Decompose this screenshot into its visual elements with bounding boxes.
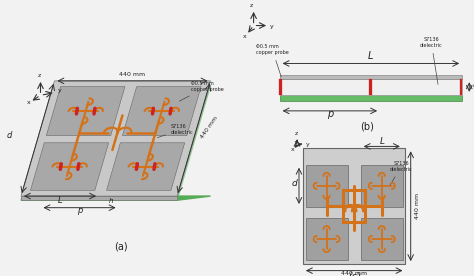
Bar: [370, 79, 373, 95]
Bar: [280, 79, 462, 95]
Text: p: p: [327, 109, 333, 119]
Bar: [280, 75, 462, 79]
Text: S7136
dielectric: S7136 dielectric: [390, 161, 413, 185]
Polygon shape: [30, 143, 109, 190]
Text: S7136
dielectric: S7136 dielectric: [420, 37, 443, 84]
Text: 440 mm: 440 mm: [200, 115, 219, 139]
Text: (c): (c): [348, 272, 361, 276]
Bar: [459, 79, 462, 95]
Text: 440 mm: 440 mm: [415, 193, 419, 219]
Polygon shape: [107, 143, 185, 190]
Text: y: y: [306, 142, 310, 147]
Text: d: d: [292, 179, 297, 188]
Polygon shape: [21, 196, 210, 200]
Text: h: h: [472, 80, 474, 89]
Text: x: x: [291, 147, 295, 152]
Text: d: d: [7, 131, 12, 140]
Bar: [306, 165, 347, 207]
Text: Φ0.5 mm
copper probe: Φ0.5 mm copper probe: [256, 44, 289, 77]
Bar: [279, 79, 282, 95]
Text: h: h: [109, 198, 113, 204]
Text: Φ0.5 mm
copper probe: Φ0.5 mm copper probe: [179, 81, 224, 101]
Bar: [280, 95, 462, 101]
Polygon shape: [21, 85, 210, 200]
Text: S7136
dielectric: S7136 dielectric: [157, 124, 194, 138]
Bar: [361, 218, 403, 260]
Polygon shape: [21, 196, 177, 200]
Bar: [343, 190, 365, 222]
Text: z: z: [295, 131, 298, 136]
Bar: [361, 165, 403, 207]
Text: 440 mm: 440 mm: [119, 72, 146, 77]
Text: x: x: [243, 34, 246, 39]
Text: (b): (b): [360, 122, 374, 132]
Text: y: y: [58, 89, 62, 94]
Text: L: L: [58, 196, 62, 205]
Text: p: p: [77, 206, 82, 216]
Bar: [303, 148, 405, 264]
Text: 440 mm: 440 mm: [341, 270, 367, 275]
Text: z: z: [250, 2, 253, 7]
Text: L: L: [379, 137, 384, 146]
Polygon shape: [21, 81, 210, 196]
Text: x: x: [27, 100, 30, 105]
Polygon shape: [122, 87, 201, 136]
Polygon shape: [46, 87, 125, 136]
Bar: [306, 218, 347, 260]
Text: z: z: [38, 73, 41, 78]
Text: y: y: [270, 24, 274, 29]
Text: L: L: [368, 51, 374, 61]
Text: (a): (a): [114, 242, 128, 251]
